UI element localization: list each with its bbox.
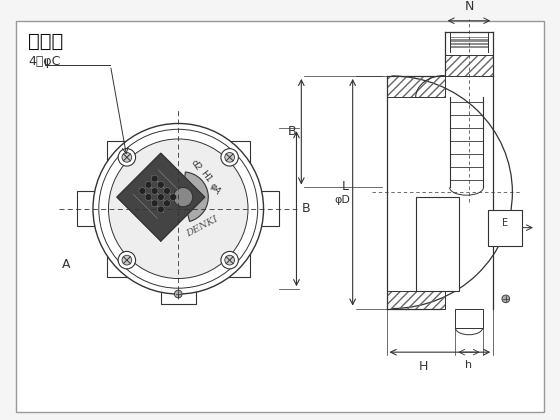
Bar bbox=[386, 76, 445, 97]
Circle shape bbox=[118, 252, 136, 269]
Circle shape bbox=[118, 149, 136, 166]
Text: B: B bbox=[301, 202, 310, 215]
Wedge shape bbox=[183, 172, 208, 221]
Circle shape bbox=[174, 290, 182, 298]
Bar bbox=[488, 210, 522, 246]
Circle shape bbox=[225, 255, 235, 265]
Text: 寸法図: 寸法図 bbox=[28, 32, 63, 51]
Text: 4－φC: 4－φC bbox=[28, 55, 60, 68]
Text: d2: d2 bbox=[189, 158, 203, 172]
Bar bbox=[386, 291, 445, 309]
Circle shape bbox=[157, 181, 164, 188]
Text: h: h bbox=[465, 360, 473, 370]
Circle shape bbox=[174, 187, 193, 207]
Circle shape bbox=[170, 194, 176, 200]
Circle shape bbox=[122, 255, 132, 265]
Text: E: E bbox=[502, 218, 508, 228]
Circle shape bbox=[151, 188, 158, 194]
Text: φA: φA bbox=[208, 181, 222, 196]
Circle shape bbox=[157, 206, 164, 213]
Circle shape bbox=[145, 194, 152, 200]
Text: A: A bbox=[62, 258, 70, 271]
Bar bbox=[445, 55, 493, 76]
Bar bbox=[386, 76, 445, 97]
Bar bbox=[455, 309, 483, 328]
Text: L: L bbox=[342, 180, 349, 193]
Circle shape bbox=[139, 188, 146, 194]
Circle shape bbox=[225, 152, 235, 162]
Circle shape bbox=[164, 200, 170, 207]
Circle shape bbox=[122, 152, 132, 162]
Circle shape bbox=[109, 139, 248, 278]
Circle shape bbox=[151, 200, 158, 207]
Bar bbox=[386, 291, 445, 309]
Circle shape bbox=[502, 295, 510, 303]
Text: H: H bbox=[419, 360, 428, 373]
Circle shape bbox=[145, 181, 152, 188]
Text: N: N bbox=[464, 0, 474, 13]
Polygon shape bbox=[117, 153, 204, 241]
Circle shape bbox=[151, 175, 158, 182]
Text: H1: H1 bbox=[198, 169, 213, 184]
Bar bbox=[161, 277, 195, 304]
Bar bbox=[250, 191, 279, 226]
Circle shape bbox=[221, 149, 239, 166]
Circle shape bbox=[93, 123, 264, 294]
Circle shape bbox=[157, 194, 164, 200]
Bar bbox=[106, 141, 250, 277]
Bar bbox=[445, 55, 493, 76]
Bar bbox=[77, 191, 106, 226]
Text: B: B bbox=[288, 125, 296, 138]
Circle shape bbox=[164, 188, 170, 194]
Bar bbox=[416, 197, 459, 291]
Circle shape bbox=[221, 252, 239, 269]
Text: φD: φD bbox=[335, 195, 351, 205]
Text: DENKI: DENKI bbox=[185, 214, 220, 238]
